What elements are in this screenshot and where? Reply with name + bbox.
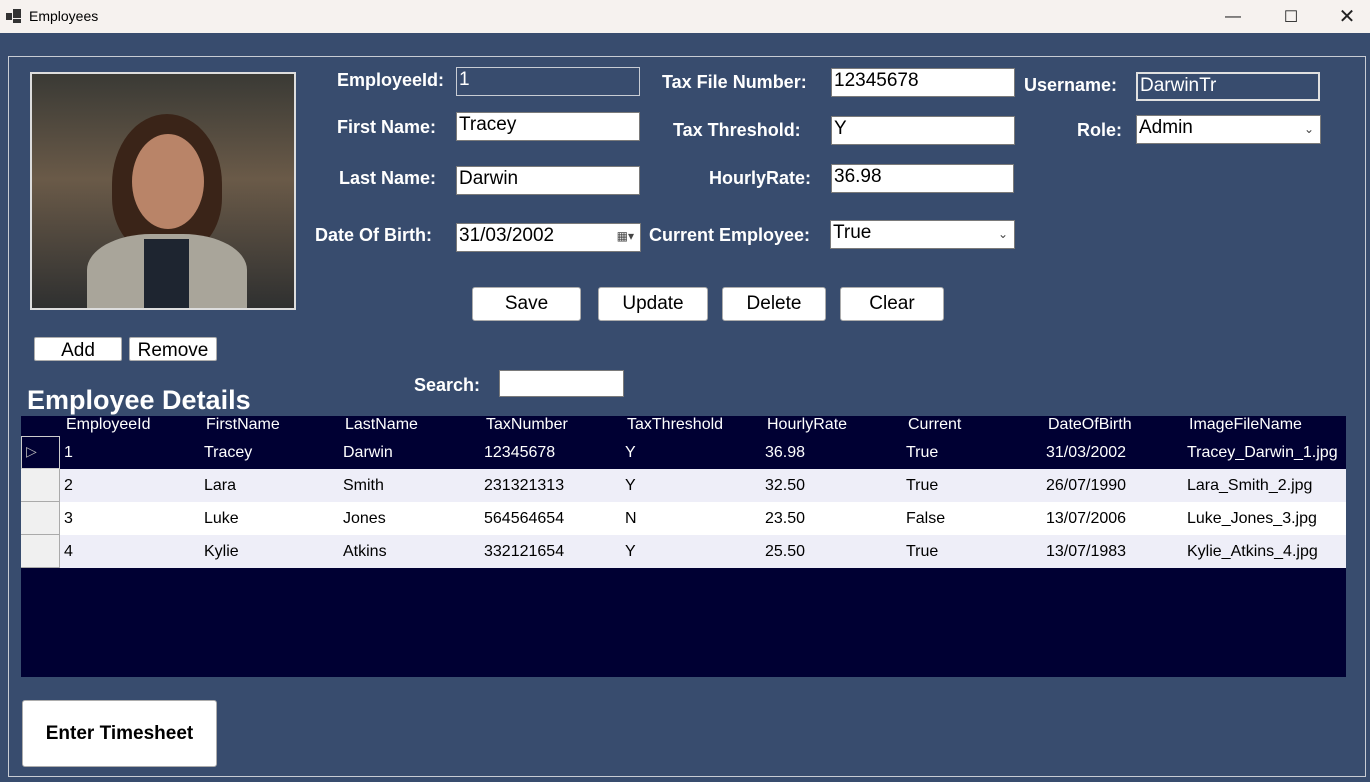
enter-timesheet-button[interactable]: Enter Timesheet: [22, 700, 217, 767]
table-cell[interactable]: 26/07/1990: [1046, 477, 1127, 494]
table-cell[interactable]: 564564654: [484, 510, 565, 527]
last-name-label: Last Name:: [339, 168, 437, 188]
window-title: Employees: [29, 8, 99, 24]
column-header[interactable]: EmployeeId: [66, 416, 151, 433]
delete-button[interactable]: Delete: [722, 287, 826, 321]
table-cell[interactable]: 25.50: [765, 543, 806, 560]
group-box: [8, 56, 1366, 777]
row-header[interactable]: ▷: [21, 436, 60, 469]
table-cell[interactable]: 13/07/2006: [1046, 510, 1127, 527]
current-employee-value: True: [833, 222, 872, 243]
search-input[interactable]: [499, 370, 624, 397]
table-cell[interactable]: Darwin: [343, 444, 393, 461]
current-employee-label: Current Employee:: [649, 225, 811, 245]
employee-photo: [30, 72, 296, 310]
username-field[interactable]: DarwinTr: [1136, 72, 1320, 101]
last-name-field[interactable]: Darwin: [456, 166, 640, 195]
tax-threshold-label: Tax Threshold:: [673, 120, 801, 140]
table-cell[interactable]: 332121654: [484, 543, 565, 560]
table-cell[interactable]: N: [625, 510, 637, 527]
row-header[interactable]: [21, 502, 60, 535]
clear-button[interactable]: Clear: [840, 287, 944, 321]
employee-id-label: EmployeeId:: [337, 70, 445, 90]
table-cell[interactable]: Kylie: [204, 543, 239, 560]
column-header[interactable]: TaxNumber: [486, 416, 568, 433]
employee-id-field[interactable]: 1: [456, 67, 640, 96]
table-cell[interactable]: 31/03/2002: [1046, 444, 1127, 461]
column-header[interactable]: FirstName: [206, 416, 280, 433]
add-photo-button[interactable]: Add: [34, 337, 122, 361]
current-row-icon: ▷: [26, 443, 37, 459]
table-cell[interactable]: Luke: [204, 510, 239, 527]
tax-file-field[interactable]: 12345678: [831, 68, 1015, 97]
table-cell[interactable]: Lara_Smith_2.jpg: [1187, 477, 1313, 494]
table-row[interactable]: 3 Luke Jones 564564654 N 23.50 False 13/07/2006…: [21, 502, 1346, 535]
role-value: Admin: [1139, 117, 1193, 138]
table-cell[interactable]: Y: [625, 477, 636, 494]
chevron-down-icon: ⌄: [997, 227, 1008, 241]
hourly-rate-field[interactable]: 36.98: [831, 164, 1014, 193]
current-employee-select[interactable]: True ⌄: [830, 220, 1015, 249]
table-cell[interactable]: Atkins: [343, 543, 387, 560]
column-header[interactable]: LastName: [345, 416, 418, 433]
tax-file-label: Tax File Number:: [662, 72, 807, 92]
table-cell[interactable]: Luke_Jones_3.jpg: [1187, 510, 1317, 527]
table-cell[interactable]: Jones: [343, 510, 386, 527]
column-header[interactable]: DateOfBirth: [1048, 416, 1132, 433]
grid-title: Employee Details: [27, 385, 251, 415]
column-header[interactable]: TaxThreshold: [627, 416, 724, 433]
table-cell[interactable]: 32.50: [765, 477, 806, 494]
tax-threshold-field[interactable]: Y: [831, 116, 1015, 145]
close-icon[interactable]: ✕: [1338, 6, 1356, 28]
first-name-label: First Name:: [337, 117, 437, 137]
minimize-icon[interactable]: —: [1225, 7, 1241, 25]
employee-grid[interactable]: EmployeeId FirstName LastName TaxNumber TaxT…: [21, 416, 1346, 677]
row-header[interactable]: [21, 469, 60, 502]
table-cell[interactable]: 1: [64, 444, 73, 461]
username-label: Username:: [1024, 75, 1118, 95]
table-cell[interactable]: Tracey: [204, 444, 253, 461]
table-cell[interactable]: 36.98: [765, 444, 806, 461]
table-cell[interactable]: 23.50: [765, 510, 806, 527]
first-name-field[interactable]: Tracey: [456, 112, 640, 141]
remove-photo-button[interactable]: Remove: [129, 337, 217, 361]
table-cell[interactable]: 2: [64, 477, 73, 494]
table-cell[interactable]: Tracey_Darwin_1.jpg: [1187, 444, 1338, 461]
update-button[interactable]: Update: [598, 287, 708, 321]
column-header[interactable]: ImageFileName: [1189, 416, 1302, 433]
table-cell[interactable]: Y: [625, 444, 636, 461]
role-select[interactable]: Admin ⌄: [1136, 115, 1321, 144]
table-cell[interactable]: 231321313: [484, 477, 565, 494]
table-row[interactable]: 4 Kylie Atkins 332121654 Y 25.50 True 13/07/198…: [21, 535, 1346, 568]
table-row[interactable]: 2 Lara Smith 231321313 Y 32.50 True 26/07/1990 L…: [21, 469, 1346, 502]
table-cell[interactable]: 4: [64, 543, 73, 560]
column-header[interactable]: Current: [908, 416, 962, 433]
calendar-icon[interactable]: ▦▾: [616, 229, 634, 243]
role-label: Role:: [1077, 120, 1122, 140]
dob-picker[interactable]: 31/03/2002 ▦▾: [456, 223, 641, 252]
table-cell[interactable]: 13/07/1983: [1046, 543, 1127, 560]
table-cell[interactable]: Lara: [204, 477, 237, 494]
table-cell[interactable]: 3: [64, 510, 73, 527]
chevron-down-icon: ⌄: [1303, 122, 1314, 136]
dob-value: 31/03/2002: [459, 225, 555, 246]
app-icon: [6, 9, 22, 23]
table-cell[interactable]: Y: [625, 543, 636, 560]
save-button[interactable]: Save: [472, 287, 581, 321]
row-header[interactable]: [21, 535, 60, 568]
dob-label: Date Of Birth:: [315, 225, 432, 245]
table-row[interactable]: ▷ 1 Tracey Darwin 12345678 Y 36.98 True 31/03/20…: [21, 436, 1346, 469]
table-cell[interactable]: Smith: [343, 477, 384, 494]
table-cell[interactable]: 12345678: [484, 444, 556, 461]
search-label: Search:: [414, 375, 481, 395]
maximize-icon[interactable]: ☐: [1283, 8, 1299, 26]
table-cell[interactable]: True: [906, 543, 939, 560]
hourly-rate-label: HourlyRate:: [709, 168, 812, 188]
table-cell[interactable]: False: [906, 510, 946, 527]
column-header[interactable]: HourlyRate: [767, 416, 848, 433]
title-bar: Employees — ☐ ✕: [0, 0, 1370, 33]
table-cell[interactable]: Kylie_Atkins_4.jpg: [1187, 543, 1318, 560]
table-cell[interactable]: True: [906, 444, 939, 461]
table-cell[interactable]: True: [906, 477, 939, 494]
